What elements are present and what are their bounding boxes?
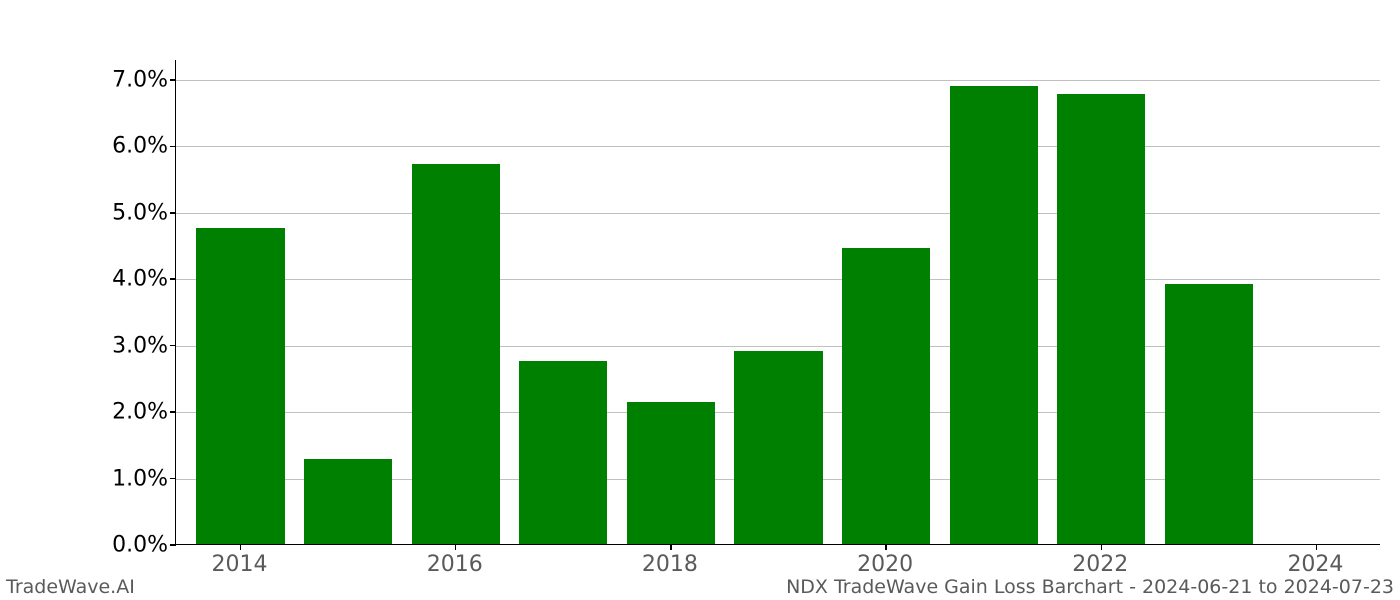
x-tick-label: 2018 — [642, 552, 698, 577]
y-tick-label: 5.0% — [88, 200, 168, 225]
bar-2018 — [627, 402, 715, 544]
x-tick-label: 2022 — [1072, 552, 1128, 577]
x-tick-mark — [240, 544, 242, 550]
bar-2014 — [196, 228, 284, 544]
x-tick-mark — [1316, 544, 1318, 550]
bar-2019 — [734, 351, 822, 544]
footer-right-text: NDX TradeWave Gain Loss Barchart - 2024-… — [786, 576, 1394, 598]
plot-area — [175, 60, 1380, 545]
y-tick-label: 6.0% — [88, 134, 168, 159]
y-tick-mark — [170, 146, 176, 148]
y-tick-label: 0.0% — [88, 533, 168, 558]
y-grid-line — [176, 146, 1380, 147]
y-grid-line — [176, 279, 1380, 280]
barchart: TradeWave.AI NDX TradeWave Gain Loss Bar… — [0, 0, 1400, 600]
bar-2017 — [519, 361, 607, 544]
y-tick-mark — [170, 278, 176, 280]
y-tick-label: 2.0% — [88, 400, 168, 425]
y-tick-label: 3.0% — [88, 333, 168, 358]
bar-2022 — [1057, 94, 1145, 544]
x-tick-mark — [1101, 544, 1103, 550]
bar-2021 — [950, 86, 1038, 544]
x-tick-mark — [670, 544, 672, 550]
y-grid-line — [176, 213, 1380, 214]
x-tick-label: 2024 — [1287, 552, 1343, 577]
y-tick-mark — [170, 79, 176, 81]
bar-2016 — [412, 164, 500, 544]
y-tick-mark — [170, 478, 176, 480]
bar-2023 — [1165, 284, 1253, 544]
y-tick-label: 4.0% — [88, 267, 168, 292]
x-tick-label: 2014 — [212, 552, 268, 577]
y-tick-mark — [170, 544, 176, 546]
x-tick-label: 2020 — [857, 552, 913, 577]
footer-left-text: TradeWave.AI — [6, 576, 135, 598]
x-tick-mark — [885, 544, 887, 550]
x-tick-mark — [455, 544, 457, 550]
y-tick-mark — [170, 345, 176, 347]
y-tick-label: 1.0% — [88, 466, 168, 491]
bar-2015 — [304, 459, 392, 544]
y-grid-line — [176, 80, 1380, 81]
y-tick-mark — [170, 411, 176, 413]
y-tick-label: 7.0% — [88, 67, 168, 92]
x-tick-label: 2016 — [427, 552, 483, 577]
y-tick-mark — [170, 212, 176, 214]
bar-2020 — [842, 248, 930, 544]
